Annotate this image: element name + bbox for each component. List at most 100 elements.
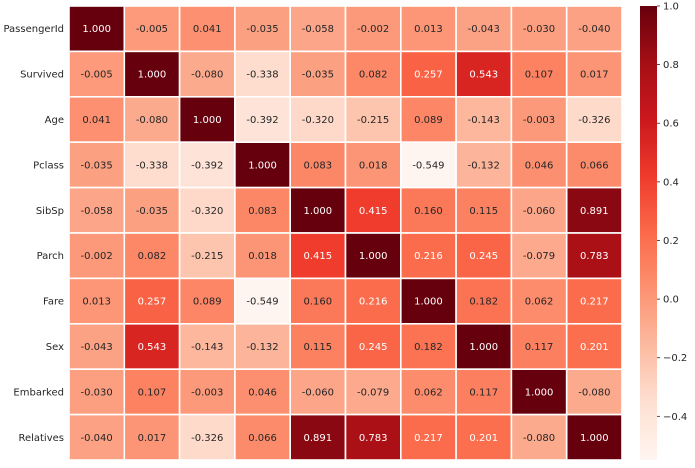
heatmap-cell-label: -0.002: [81, 251, 113, 262]
heatmap-cell: [565, 322, 623, 370]
heatmap-cell-label: 0.245: [359, 342, 388, 353]
heatmap-cell-label: -0.003: [523, 115, 555, 126]
heatmap-cell-label: 0.115: [304, 342, 333, 353]
heatmap-cell: [178, 413, 236, 461]
heatmap-cell-label: -0.005: [81, 70, 113, 81]
colorbar-gradient: [640, 6, 657, 460]
heatmap-cell-label: 0.160: [414, 206, 443, 217]
heatmap-cell-label: 1.000: [469, 342, 498, 353]
colorbar-tick-label: −0.4: [663, 412, 687, 423]
heatmap-cell-label: 0.107: [138, 387, 167, 398]
heatmap-cell: [123, 5, 181, 53]
heatmap-cell-label: -0.215: [357, 115, 389, 126]
heatmap-cell: [123, 322, 181, 370]
heatmap-cell-label: 0.891: [580, 206, 609, 217]
heatmap-cell: [68, 96, 126, 144]
heatmap-cell-label: -0.035: [136, 206, 168, 217]
heatmap-cell: [510, 322, 568, 370]
heatmap-cell-label: 0.217: [580, 297, 609, 308]
y-tick-label: Age: [45, 115, 64, 126]
y-tick-label: PassengerId: [3, 24, 64, 35]
heatmap-cell: [399, 277, 457, 325]
heatmap-cell-label: -0.005: [136, 24, 168, 35]
heatmap-cell-label: 0.017: [580, 70, 609, 81]
y-tick-label: Survived: [20, 70, 64, 81]
heatmap-cell-label: -0.035: [81, 160, 113, 171]
heatmap-cell: [399, 50, 457, 98]
heatmap-cell: [510, 50, 568, 98]
heatmap-cell-label: 0.160: [304, 297, 333, 308]
heatmap-cell-label: -0.040: [81, 433, 113, 444]
heatmap-cell: [234, 50, 291, 98]
heatmap-cell: [510, 232, 568, 280]
heatmap-cell: [455, 322, 513, 370]
heatmap-cell-label: 0.182: [469, 297, 498, 308]
heatmap-cell-label: 0.543: [469, 70, 498, 81]
heatmap-cell-label: -0.080: [523, 433, 555, 444]
heatmap-cell-label: 1.000: [248, 160, 277, 171]
heatmap-cell-label: 0.201: [580, 342, 609, 353]
heatmap-cell-label: 0.062: [525, 297, 554, 308]
heatmap-cell-label: 0.082: [359, 70, 388, 81]
colorbar-tick-label: −0.2: [663, 353, 687, 364]
heatmap-cell-label: 0.083: [304, 160, 333, 171]
heatmap-cell-label: 0.062: [414, 387, 443, 398]
heatmap-cell: [510, 277, 568, 325]
heatmap-cell: [178, 96, 236, 144]
heatmap-cell-label: -0.549: [412, 160, 444, 171]
heatmap-cell: [344, 5, 402, 53]
colorbar-tick-label: 0.4: [663, 177, 679, 188]
heatmap-cell: [68, 413, 126, 461]
heatmap-cell-label: 0.083: [248, 206, 277, 217]
heatmap-cell: [289, 413, 347, 461]
heatmap-cell-label: 0.245: [469, 251, 498, 262]
heatmap-cell-label: 1.000: [359, 251, 388, 262]
heatmap-cell-label: -0.030: [523, 24, 555, 35]
heatmap-cell-label: 0.543: [138, 342, 167, 353]
heatmap-cell: [344, 413, 402, 461]
heatmap-cell-label: 0.066: [248, 433, 277, 444]
heatmap-cell: [565, 277, 623, 325]
heatmap-cell: [510, 96, 568, 144]
heatmap-cell: [455, 186, 513, 234]
heatmap-cell-label: 0.018: [248, 251, 277, 262]
heatmap-cell: [455, 277, 513, 325]
heatmap-cell: [344, 232, 402, 280]
heatmap-cell: [565, 50, 623, 98]
heatmap-cell: [289, 368, 347, 416]
heatmap-cell: [234, 413, 291, 461]
heatmap-cell-label: 0.017: [138, 433, 167, 444]
heatmap-cell: [68, 5, 126, 53]
heatmap-cell: [399, 322, 457, 370]
heatmap-cell-label: 0.257: [138, 297, 167, 308]
heatmap-cell-label: -0.058: [81, 206, 113, 217]
heatmap-cell: [123, 96, 181, 144]
heatmap-cell: [510, 368, 568, 416]
colorbar: −0.4 −0.2 0.0 0.2 0.4 0.6 0.8 1.0: [640, 2, 687, 460]
heatmap-cell-label: 0.117: [525, 342, 554, 353]
heatmap-cell-label: 1.000: [82, 24, 111, 35]
y-tick-label: Fare: [43, 297, 64, 308]
heatmap-cell-label: -0.040: [578, 24, 610, 35]
heatmap-cells: [68, 5, 623, 461]
heatmap-cell-label: -0.079: [357, 387, 389, 398]
heatmap-cell-label: 0.257: [414, 70, 443, 81]
heatmap-cell: [344, 50, 402, 98]
y-tick-label: SibSp: [36, 206, 64, 217]
heatmap-cell-label: 0.216: [359, 297, 388, 308]
heatmap-cell: [289, 186, 347, 234]
heatmap-cell: [234, 277, 291, 325]
heatmap-cell-label: 0.018: [359, 160, 388, 171]
colorbar-tick-label: 1.0: [663, 2, 679, 13]
heatmap-cell-label: -0.338: [246, 70, 278, 81]
heatmap-cell-label: 0.107: [525, 70, 554, 81]
heatmap-cell-label: 0.041: [82, 115, 111, 126]
heatmap-cell-label: 0.013: [82, 297, 111, 308]
heatmap-cell: [178, 232, 236, 280]
heatmap-cell-label: -0.549: [246, 297, 278, 308]
heatmap-cell-label: 1.000: [193, 115, 222, 126]
heatmap-cell-label: 0.182: [414, 342, 443, 353]
heatmap-cell-label: -0.080: [191, 70, 223, 81]
colorbar-tick-label: 0.0: [663, 295, 679, 306]
heatmap-cell-label: 0.201: [469, 433, 498, 444]
